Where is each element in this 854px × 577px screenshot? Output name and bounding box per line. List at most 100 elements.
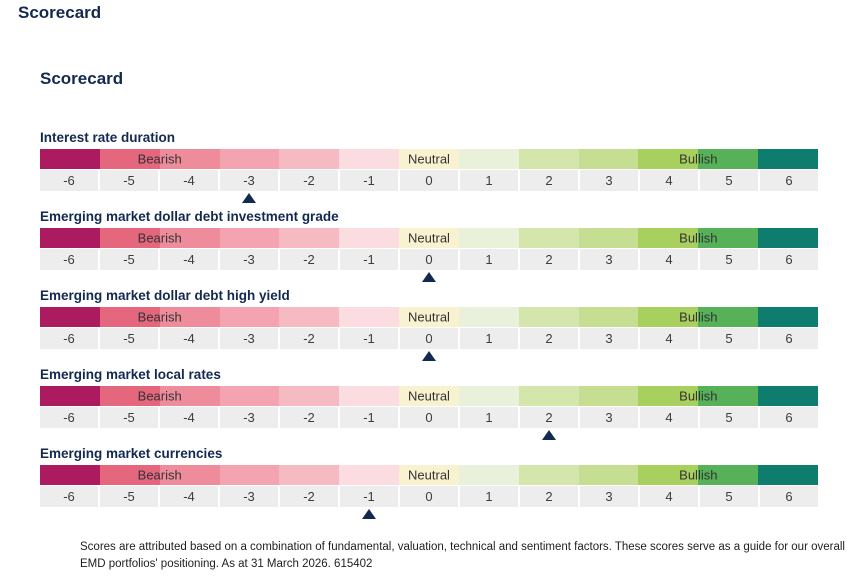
band-segment xyxy=(698,228,759,248)
tick-cell: -1 xyxy=(340,407,398,428)
tick-cell: 3 xyxy=(580,407,638,428)
score-band: Bearish Neutral Bullish xyxy=(40,228,818,248)
band-segment xyxy=(758,465,818,485)
band-segment xyxy=(698,149,759,169)
tick-cell: -2 xyxy=(280,328,338,349)
scorecard-row: Emerging market dollar debt investment g… xyxy=(40,209,818,282)
tick-cell: 4 xyxy=(640,249,698,270)
page: Scorecard Scorecard Interest rate durati… xyxy=(0,3,854,577)
band-segment xyxy=(219,465,280,485)
band-segment xyxy=(219,228,280,248)
band-segment xyxy=(698,386,759,406)
tick-cell: 1 xyxy=(460,328,518,349)
tick-cell: -6 xyxy=(40,407,98,428)
tick-cell: 2 xyxy=(520,170,578,191)
band-segment xyxy=(518,228,579,248)
band-segment xyxy=(99,149,160,169)
scorecard-row: Emerging market currencies Bearish Neutra… xyxy=(40,446,818,519)
tick-cell: -5 xyxy=(100,407,158,428)
tick-cell: 0 xyxy=(400,249,458,270)
band-segment xyxy=(99,465,160,485)
tick-cell: -3 xyxy=(220,328,278,349)
score-band: Bearish Neutral Bullish xyxy=(40,465,818,485)
band-segment xyxy=(698,307,759,327)
band-segment xyxy=(40,307,100,327)
tick-cell: 4 xyxy=(640,486,698,507)
band-segment xyxy=(159,307,220,327)
band-segment xyxy=(40,228,100,248)
band-segment xyxy=(758,386,818,406)
scorecard-row: Emerging market local rates Bearish Neutr… xyxy=(40,367,818,440)
scorecard-row: Interest rate duration Bearish Neutral Bul… xyxy=(40,130,818,203)
tick-cell: -1 xyxy=(340,170,398,191)
band-segment xyxy=(458,307,519,327)
band-segment xyxy=(758,228,818,248)
band-segment xyxy=(339,307,400,327)
marker-row xyxy=(40,349,818,361)
band-segment xyxy=(159,465,220,485)
scorecard-rows: Interest rate duration Bearish Neutral Bul… xyxy=(40,130,818,519)
tick-cell: -5 xyxy=(100,170,158,191)
band-segment xyxy=(40,149,100,169)
score-marker-icon xyxy=(362,509,377,519)
tick-cell: 0 xyxy=(400,407,458,428)
page-title: Scorecard xyxy=(18,3,102,22)
tick-cell: 6 xyxy=(760,249,818,270)
tick-row: -6 -5 -4 -3 -2 -1 0 1 2 3 4 5 6 xyxy=(40,328,818,349)
tick-cell: 5 xyxy=(700,249,758,270)
marker-row xyxy=(40,270,818,282)
band-segment xyxy=(638,228,699,248)
score-marker-icon xyxy=(541,430,556,440)
band-segment xyxy=(518,465,579,485)
row-title: Interest rate duration xyxy=(40,130,176,145)
band-segment xyxy=(578,149,639,169)
section-title: Scorecard xyxy=(40,69,124,88)
tick-cell: 5 xyxy=(700,407,758,428)
tick-cell: -3 xyxy=(220,486,278,507)
tick-cell: 4 xyxy=(640,407,698,428)
tick-cell: 1 xyxy=(460,407,518,428)
band-segment xyxy=(518,307,579,327)
tick-cell: -1 xyxy=(340,328,398,349)
tick-cell: 5 xyxy=(700,486,758,507)
tick-cell: -5 xyxy=(100,249,158,270)
band-segment xyxy=(458,149,519,169)
tick-cell: 4 xyxy=(640,328,698,349)
band-segment xyxy=(159,149,220,169)
tick-cell: 6 xyxy=(760,407,818,428)
tick-cell: -2 xyxy=(280,249,338,270)
band-segment xyxy=(578,386,639,406)
tick-cell: 6 xyxy=(760,170,818,191)
tick-cell: -2 xyxy=(280,407,338,428)
band-segment xyxy=(399,386,459,406)
tick-cell: -2 xyxy=(280,170,338,191)
tick-cell: 2 xyxy=(520,328,578,349)
tick-cell: 3 xyxy=(580,170,638,191)
tick-cell: -3 xyxy=(220,170,278,191)
band-segment xyxy=(458,386,519,406)
band-segment xyxy=(99,307,160,327)
tick-cell: -5 xyxy=(100,486,158,507)
band-segment xyxy=(159,386,220,406)
band-segment xyxy=(458,228,519,248)
score-marker-icon xyxy=(242,193,257,203)
band-segment xyxy=(638,386,699,406)
band-segment xyxy=(279,307,340,327)
score-marker-icon xyxy=(422,351,436,361)
tick-cell: 0 xyxy=(400,170,458,191)
band-segment xyxy=(339,465,400,485)
row-title: Emerging market dollar debt high yield xyxy=(40,288,290,303)
tick-cell: -4 xyxy=(160,486,218,507)
band-segment xyxy=(279,386,340,406)
band-segment xyxy=(40,465,100,485)
tick-cell: -3 xyxy=(220,407,278,428)
band-segment xyxy=(578,307,639,327)
tick-cell: -1 xyxy=(340,486,398,507)
tick-cell: -4 xyxy=(160,407,218,428)
band-segment xyxy=(638,149,699,169)
band-segment xyxy=(638,465,699,485)
tick-cell: 0 xyxy=(400,328,458,349)
tick-row: -6 -5 -4 -3 -2 -1 0 1 2 3 4 5 6 xyxy=(40,407,818,428)
band-segment xyxy=(279,149,340,169)
band-segment xyxy=(578,465,639,485)
